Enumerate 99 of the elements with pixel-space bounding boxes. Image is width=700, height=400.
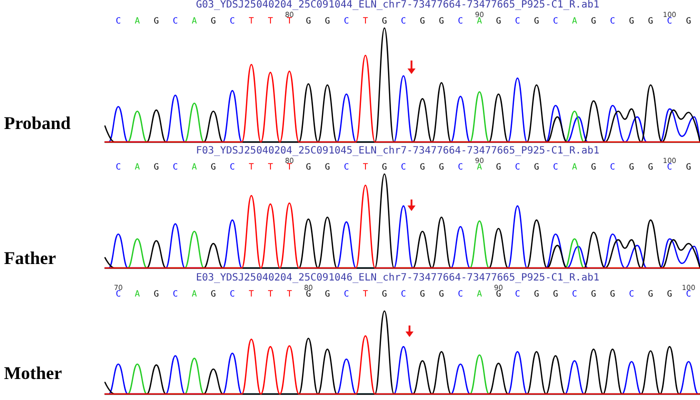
text: T: [286, 162, 292, 172]
text: G: [438, 162, 444, 172]
text: C: [458, 162, 464, 172]
text: T: [268, 162, 273, 172]
text: T: [286, 290, 292, 300]
text: A: [572, 162, 578, 172]
text: G: [306, 16, 311, 26]
text: G: [420, 290, 426, 300]
text: G: [420, 16, 426, 26]
text: G: [534, 162, 540, 172]
text: C: [116, 290, 121, 300]
text: G: [438, 290, 444, 300]
text: C: [230, 290, 235, 300]
text: G: [496, 162, 502, 172]
text: A: [134, 290, 140, 300]
text: A: [134, 162, 140, 172]
text: G: [629, 16, 634, 26]
text: G: [324, 16, 330, 26]
text: G: [210, 162, 216, 172]
text: A: [476, 162, 482, 172]
text: T: [248, 290, 254, 300]
text: T: [248, 16, 254, 26]
text: C: [514, 290, 520, 300]
text: C: [172, 162, 178, 172]
text: G: [686, 16, 692, 26]
text: G: [306, 290, 311, 300]
text: G: [154, 162, 159, 172]
text: C: [116, 162, 121, 172]
text: T: [362, 162, 368, 172]
text: G: [210, 290, 216, 300]
text: G: [496, 290, 502, 300]
text: T: [248, 162, 254, 172]
chart-title: G03_YDSJ25040204_25C091044_ELN_chr7-73477664-73477665_P925-C1_R.ab1: [196, 0, 600, 10]
text: C: [344, 16, 349, 26]
text: G: [667, 290, 672, 300]
text: G: [210, 16, 216, 26]
text: A: [192, 16, 197, 26]
text: A: [192, 162, 197, 172]
text: C: [629, 290, 634, 300]
text: C: [172, 16, 178, 26]
text: C: [686, 290, 692, 300]
text: G: [420, 162, 426, 172]
text: A: [572, 16, 578, 26]
text: G: [534, 290, 540, 300]
text: G: [648, 162, 654, 172]
text: C: [552, 162, 558, 172]
text: A: [476, 16, 482, 26]
text: G: [382, 290, 388, 300]
text: G: [648, 290, 654, 300]
text: C: [400, 290, 406, 300]
text: A: [192, 290, 197, 300]
y-axis-title: Proband: [4, 113, 71, 133]
text: C: [172, 290, 178, 300]
text: C: [458, 290, 464, 300]
text: G: [590, 162, 596, 172]
text: G: [324, 162, 330, 172]
text: C: [400, 162, 406, 172]
text: G: [438, 16, 444, 26]
text: C: [230, 16, 235, 26]
text: G: [154, 16, 159, 26]
text: C: [400, 16, 406, 26]
text: C: [667, 162, 672, 172]
text: C: [610, 16, 616, 26]
text: G: [534, 16, 540, 26]
text: G: [610, 290, 616, 300]
text: G: [382, 162, 388, 172]
text: G: [306, 162, 311, 172]
text: G: [686, 162, 692, 172]
text: C: [116, 16, 121, 26]
text: G: [382, 16, 388, 26]
text: T: [286, 16, 292, 26]
text: A: [476, 290, 482, 300]
text: G: [629, 162, 634, 172]
text: C: [610, 162, 616, 172]
y-axis-title: Mother: [4, 363, 62, 383]
text: T: [362, 16, 368, 26]
text: T: [268, 290, 273, 300]
text: C: [667, 16, 672, 26]
text: C: [344, 290, 349, 300]
text: G: [154, 290, 159, 300]
text: C: [572, 290, 578, 300]
text: A: [134, 16, 140, 26]
text: C: [552, 16, 558, 26]
text: G: [590, 290, 596, 300]
text: T: [268, 16, 273, 26]
text: C: [458, 16, 464, 26]
y-axis-title: Father: [4, 248, 56, 268]
text: G: [552, 290, 558, 300]
text: G: [324, 290, 330, 300]
text: C: [230, 162, 235, 172]
text: T: [362, 290, 368, 300]
chart-title: F03_YDSJ25040204_25C091045_ELN_chr7-73477664-73477665_P925-C1_R.ab1: [196, 146, 600, 156]
text: G: [496, 16, 502, 26]
chart-title: E03_YDSJ25040204_25C091046_ELN_chr7-73477664-73477665_P925-C1_R.ab1: [196, 272, 600, 284]
text: C: [344, 162, 349, 172]
text: G: [648, 16, 654, 26]
text: C: [514, 16, 520, 26]
text: C: [514, 162, 520, 172]
text: G: [590, 16, 596, 26]
